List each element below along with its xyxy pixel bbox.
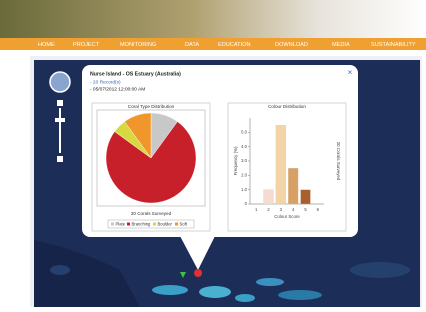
island	[350, 262, 410, 278]
reef	[199, 286, 231, 298]
pan-control[interactable]	[50, 72, 70, 92]
nav-item[interactable]: EDUCATION	[218, 42, 251, 48]
legend-swatch	[127, 223, 130, 226]
records-link[interactable]: - 20 Record(s)	[90, 79, 121, 85]
reef	[235, 294, 255, 302]
x-axis-label: Colour Score	[274, 214, 300, 219]
reef	[256, 278, 284, 286]
bar	[276, 125, 286, 204]
bar	[301, 190, 311, 204]
y-tick-label: 3.0	[241, 158, 247, 163]
island	[50, 265, 70, 275]
legend-label: Soft	[180, 221, 188, 226]
y-tick-label: 4.0	[241, 144, 247, 149]
chart-title: Coral Type Distribution	[128, 104, 175, 109]
zoom-out[interactable]	[57, 156, 63, 162]
zoom-handle[interactable]	[55, 118, 65, 122]
nav-item[interactable]: DATA	[185, 42, 199, 48]
nav-item[interactable]: PROJECT	[73, 42, 100, 48]
nav-item[interactable]: MONITORING	[120, 42, 156, 48]
legend-swatch	[111, 223, 114, 226]
y-tick-label: 1.0	[241, 187, 247, 192]
chart-title: Colour Distribution	[268, 104, 306, 109]
reef	[152, 285, 188, 295]
y-axis-label: Frequency (%)	[233, 146, 238, 175]
nav-item[interactable]: DOWNLOAD	[275, 42, 308, 48]
nav-bar	[0, 38, 426, 50]
bar-panel	[228, 103, 346, 231]
legend-swatch	[153, 223, 156, 226]
bar	[264, 190, 274, 204]
legend-label: Branching	[132, 221, 152, 226]
nav-item[interactable]: SUSTAINABILITY	[371, 42, 416, 48]
zoom-slider[interactable]	[59, 108, 61, 153]
legend-label: Plate	[116, 221, 126, 226]
nav-item[interactable]: MEDIA	[332, 42, 350, 48]
zoom-in[interactable]	[57, 100, 63, 106]
y-tick-label: 5.0	[241, 129, 247, 134]
nav-item[interactable]: HOME	[38, 42, 55, 48]
right-label: 20 Corals Surveyed	[336, 142, 341, 181]
header-banner	[0, 0, 426, 38]
popup-title: Nurse Island - OS Estuary (Australia)	[90, 71, 181, 77]
y-tick-label: 2.0	[241, 172, 247, 177]
date: - 05/07/2012 12:00:00 AM	[90, 86, 145, 92]
legend-swatch	[175, 223, 178, 226]
legend-label: Boulder	[158, 221, 173, 226]
bar	[288, 168, 298, 204]
chart-subtitle: 20 Corals Surveyed	[131, 211, 172, 216]
close-button[interactable]: ×	[348, 68, 353, 77]
page: HOME PROJECT MONITORING DATA EDUCATION DOWNLO…	[0, 0, 426, 307]
reef	[278, 290, 322, 300]
